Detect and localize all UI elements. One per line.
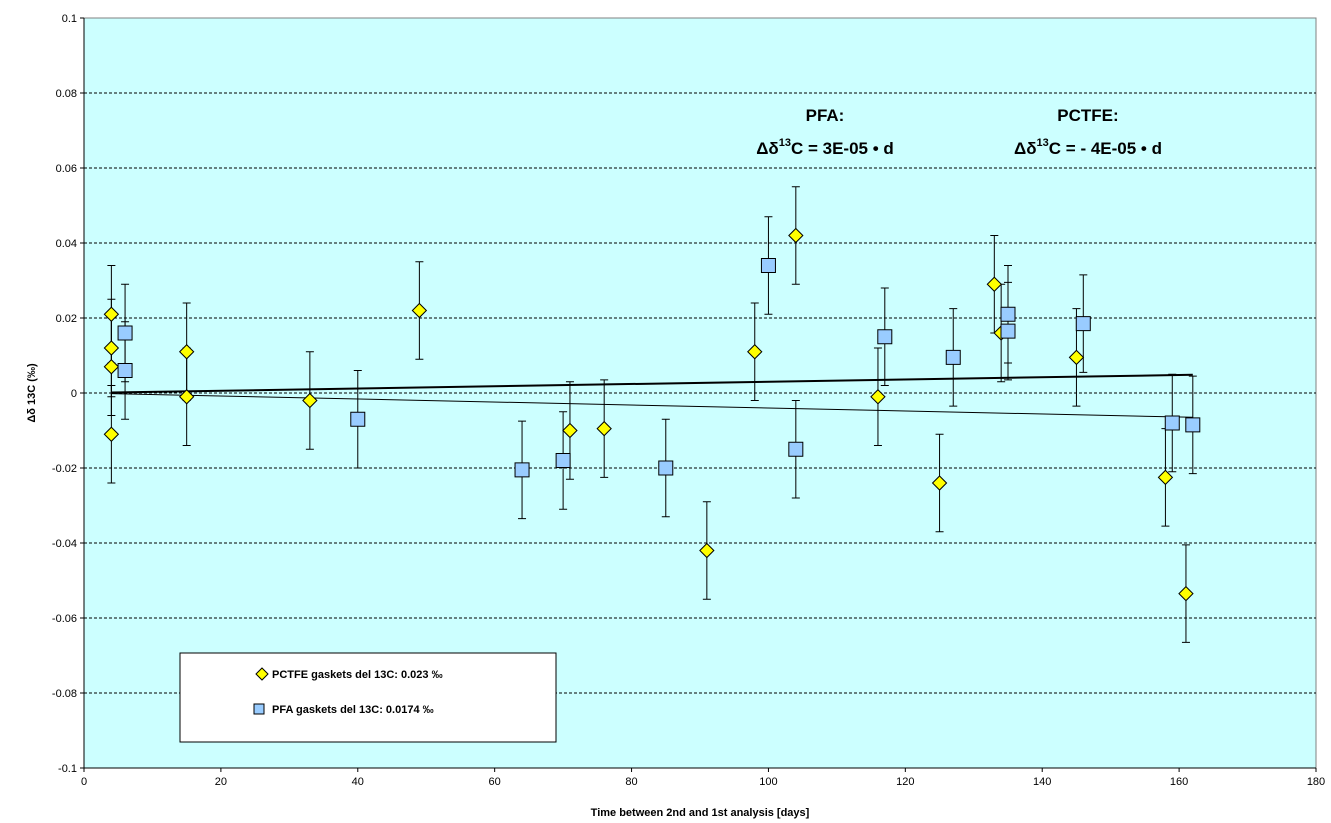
legend-pctfe-diamond-icon xyxy=(255,667,269,681)
annotation-pfa-line1: PFA: xyxy=(806,106,845,125)
data-markers xyxy=(103,227,1201,602)
pctfe-point-13 xyxy=(870,389,886,405)
annotation-pfa: PFA: Δδ13C = 3E-05 • d xyxy=(756,106,894,158)
trend-line-0 xyxy=(111,393,1193,418)
legend-box xyxy=(179,652,557,743)
x-tick-label-8: 160 xyxy=(1170,776,1188,788)
y-tick-label-5: 0 xyxy=(71,388,77,400)
pctfe-point-10 xyxy=(699,542,715,559)
pctfe-point-5 xyxy=(178,389,195,405)
pctfe-point-8 xyxy=(562,422,578,439)
y-tick-label-6: 0.02 xyxy=(56,313,77,325)
pctfe-point-0 xyxy=(103,306,120,322)
x-tick-label-2: 40 xyxy=(352,776,364,788)
legend-pfa-square-icon xyxy=(253,703,265,715)
pfa-point-7 xyxy=(788,441,804,457)
annotation-pfa-line2: Δδ13C = 3E-05 • d xyxy=(756,137,894,158)
pctfe-point-14 xyxy=(931,475,948,491)
legend-pfa-label: PFA gaskets del 13C: 0.0174 ‰ xyxy=(272,704,434,716)
y-axis-title: Δδ 13C (‰) xyxy=(26,363,38,423)
x-tick-labels: 0 20 40 60 80 100 120 140 160 180 xyxy=(81,776,1325,788)
pfa-point-8 xyxy=(877,329,893,345)
pfa-point-3 xyxy=(514,462,530,478)
pctfe-point-1 xyxy=(103,340,120,356)
pctfe-point-2 xyxy=(103,359,120,375)
pctfe-point-19 xyxy=(1178,585,1194,602)
pfa-point-12 xyxy=(1075,316,1091,332)
x-tick-label-7: 140 xyxy=(1033,776,1051,788)
y-tick-label-3: -0.04 xyxy=(52,538,77,550)
pfa-point-1 xyxy=(117,363,133,378)
annotation-pctfe: PCTFE: Δδ13C = - 4E-05 • d xyxy=(1014,106,1162,158)
trend-lines xyxy=(111,373,1193,418)
x-tick-label-6: 120 xyxy=(896,776,914,788)
trend-line-1 xyxy=(111,373,1193,394)
legend-pctfe-label: PCTFE gaskets del 13C: 0.023 ‰ xyxy=(272,669,443,681)
pctfe-point-3 xyxy=(103,426,120,442)
y-tick-label-10: 0.1 xyxy=(62,13,77,25)
x-axis-title: Time between 2nd and 1st analysis [days] xyxy=(591,807,810,819)
pctfe-point-9 xyxy=(596,420,612,437)
x-tick-label-4: 80 xyxy=(625,776,637,788)
pctfe-point-7 xyxy=(411,302,428,319)
pctfe-point-12 xyxy=(788,227,804,244)
x-tick-label-9: 180 xyxy=(1307,776,1325,788)
pfa-point-9 xyxy=(945,349,961,365)
pctfe-point-15 xyxy=(986,276,1003,292)
y-tick-label-7: 0.04 xyxy=(56,238,77,250)
pfa-point-0 xyxy=(117,325,133,341)
pfa-point-11 xyxy=(1000,323,1016,339)
pctfe-point-17 xyxy=(1068,349,1085,366)
axes xyxy=(80,17,1317,772)
legend: PCTFE gaskets del 13C: 0.023 ‰ PFA gaske… xyxy=(179,652,557,743)
x-tick-label-1: 20 xyxy=(215,776,227,788)
annotation-pctfe-line1: PCTFE: xyxy=(1057,106,1118,125)
pfa-point-10 xyxy=(1000,306,1016,322)
pctfe-point-6 xyxy=(302,392,318,409)
pctfe-point-11 xyxy=(747,344,763,360)
y-tick-label-4: -0.02 xyxy=(52,463,77,475)
annotation-pctfe-line2: Δδ13C = - 4E-05 • d xyxy=(1014,137,1162,158)
x-tick-label-3: 60 xyxy=(489,776,501,788)
y-tick-label-9: 0.08 xyxy=(56,88,77,100)
y-tick-label-0: -0.1 xyxy=(58,763,77,775)
pfa-point-6 xyxy=(760,258,776,273)
y-tick-labels: -0.1 -0.08 -0.06 -0.04 -0.02 0 0.02 0.04 0.06 0.0… xyxy=(52,13,77,775)
pfa-point-14 xyxy=(1185,417,1201,433)
pctfe-point-4 xyxy=(178,344,195,360)
x-tick-label-0: 0 xyxy=(81,776,87,788)
pfa-point-2 xyxy=(350,411,366,427)
y-tick-label-8: 0.06 xyxy=(56,163,77,175)
y-tick-label-2: -0.06 xyxy=(52,613,77,625)
x-tick-label-5: 100 xyxy=(759,776,777,788)
y-tick-label-1: -0.08 xyxy=(52,688,77,700)
pctfe-point-18 xyxy=(1157,469,1174,486)
pfa-point-13 xyxy=(1164,415,1180,431)
pfa-point-4 xyxy=(555,453,571,468)
pfa-point-5 xyxy=(658,460,674,476)
